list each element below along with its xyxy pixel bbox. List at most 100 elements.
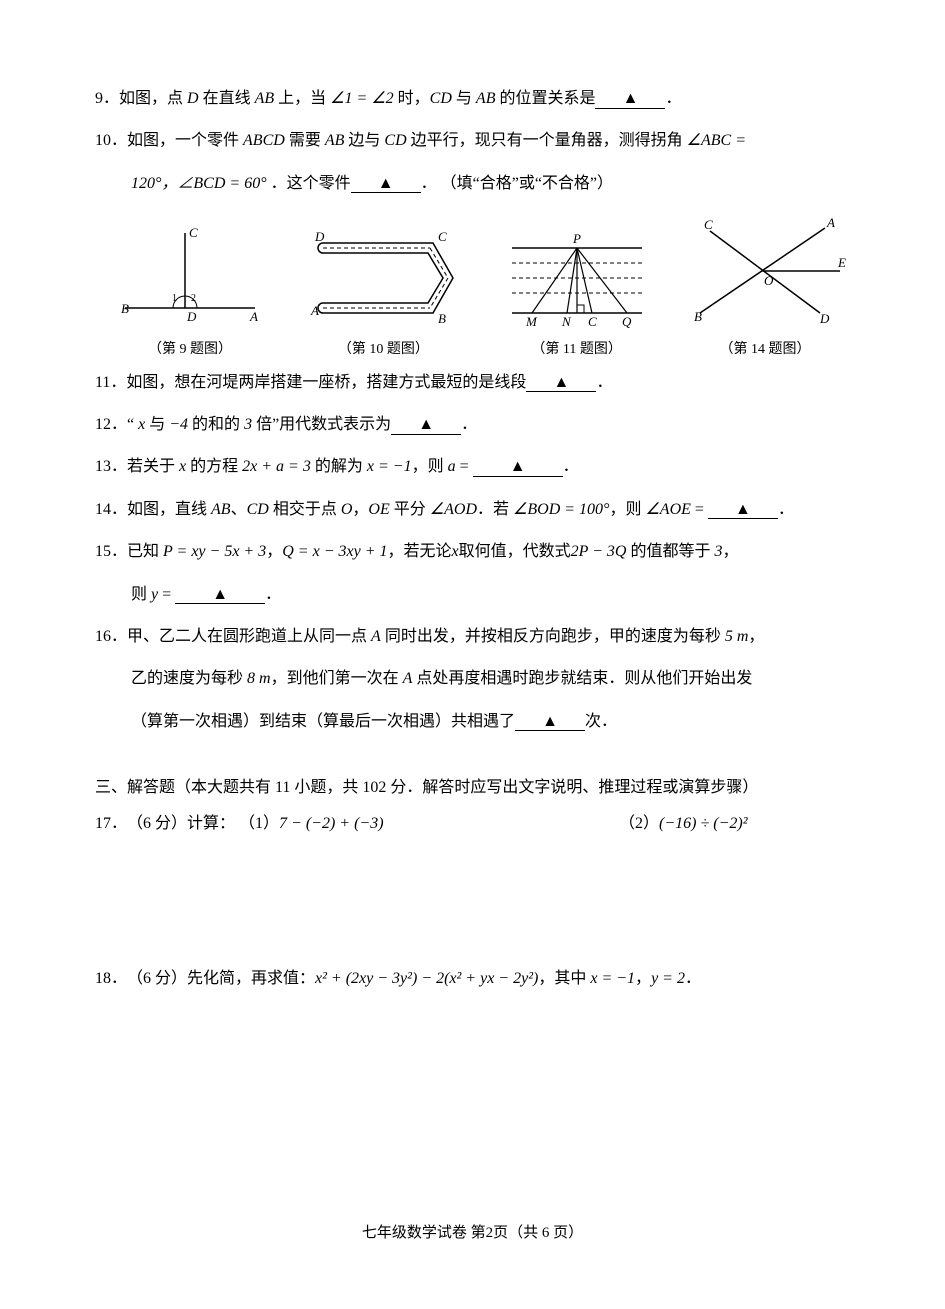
q13-a: a <box>448 458 456 475</box>
q17-p2l: （2） <box>619 815 659 832</box>
q14-AB: AB <box>211 501 231 518</box>
q16-l1c: ， <box>748 628 764 645</box>
q15-ta: 已知 <box>127 543 163 560</box>
q10-t1: 如图，一个零件 <box>127 132 243 149</box>
svg-text:C: C <box>588 314 597 329</box>
question-12: 12．“ x 与 −4 的和的 3 倍”用代数式表示为▲． <box>95 406 850 444</box>
q13-eq1: 2x + a = 3 <box>242 458 311 475</box>
q14-tf: ．若 <box>477 501 513 518</box>
q12-blank: ▲ <box>391 416 461 435</box>
q10-tri: ▲ <box>378 175 394 192</box>
q16-8: 8 m <box>247 670 271 687</box>
q16-A2: A <box>403 670 413 687</box>
q11-tri: ▲ <box>554 374 570 391</box>
question-11: 11．如图，想在河堤两岸搭建一座桥，搭建方式最短的是线段▲． <box>95 364 850 402</box>
q9-tri: ▲ <box>623 90 639 107</box>
q9-blank: ▲ <box>595 90 665 109</box>
q18-tb: ， <box>635 970 651 987</box>
q15-te: 的值都等于 <box>626 543 714 560</box>
q18-ta: ，其中 <box>538 970 590 987</box>
q16-l1b: 同时出发，并按相反方向跑步，甲的速度为每秒 <box>381 628 725 645</box>
svg-text:2: 2 <box>191 293 196 304</box>
q13-tc: 的解为 <box>311 458 367 475</box>
q15-l2a: 则 <box>131 586 151 603</box>
question-13: 13．若关于 x 的方程 2x + a = 3 的解为 x = −1，则 a =… <box>95 448 850 486</box>
q9-AB2: AB <box>476 90 496 107</box>
q16-blank: ▲ <box>515 713 585 732</box>
q17-p2e: (−16) ÷ (−2)² <box>659 815 747 832</box>
q12-p: ． <box>461 416 477 433</box>
svg-text:A: A <box>826 215 835 230</box>
q11-p: ． <box>596 374 612 391</box>
q14-ang1: ∠AOD <box>430 501 477 518</box>
q13-td: ，则 <box>412 458 448 475</box>
q16-l2c: 点处再度相遇时跑步就结束．则从他们开始出发 <box>412 670 752 687</box>
question-15-line2: 则 y = ▲． <box>95 576 850 614</box>
figure-14: A B C D E O （第 14 题图） <box>680 213 850 361</box>
svg-text:M: M <box>525 314 538 329</box>
q14-ang2: ∠BOD = 100° <box>513 501 609 518</box>
q10-ABCD: ABCD <box>243 132 285 149</box>
q10-t2: 需要 <box>285 132 325 149</box>
q15-tf: ， <box>722 543 738 560</box>
figures-row: B A C D 1 2 （第 9 题图） <box>115 213 850 361</box>
q13-blank: ▲ <box>473 458 563 477</box>
q12-num: 12． <box>95 406 127 444</box>
question-18: 18．（6 分）先化简，再求值：x² + (2xy − 3y²) − 2(x² … <box>95 960 850 998</box>
q12-tc: 的和的 <box>188 416 244 433</box>
figure-14-svg: A B C D E O <box>680 213 850 333</box>
q12-3: 3 <box>244 416 252 433</box>
q10-AB: AB <box>325 132 345 149</box>
figure-11-svg: P M N C Q <box>502 223 652 333</box>
q10-blank: ▲ <box>351 175 421 194</box>
q14-num: 14． <box>95 491 127 529</box>
figure-9: B A C D 1 2 （第 9 题图） <box>115 223 265 361</box>
q10-number: 10． <box>95 122 127 160</box>
q10-t4: 边平行，现只有一个量角器，测得拐角 <box>407 132 687 149</box>
caption-9: （第 9 题图） <box>148 339 232 361</box>
q9-eq: ∠1 = ∠2 <box>330 90 393 107</box>
q14-td: ， <box>352 501 368 518</box>
figure-9-svg: B A C D 1 2 <box>115 223 265 333</box>
q12-neg4: −4 <box>169 416 188 433</box>
q16-num: 16． <box>95 618 127 656</box>
page: 9．如图，点 D 在直线 AB 上，当 ∠1 = ∠2 时，CD 与 AB 的位… <box>0 0 945 1309</box>
q13-p: ． <box>563 458 579 475</box>
svg-text:B: B <box>694 309 702 324</box>
q9-t5: 与 <box>452 90 476 107</box>
q15-tri: ▲ <box>212 586 228 603</box>
q18-p: ． <box>685 970 701 987</box>
svg-text:D: D <box>186 309 197 324</box>
q16-5: 5 m <box>725 628 749 645</box>
q16-l2b: ，到他们第一次在 <box>271 670 403 687</box>
q14-OE: OE <box>368 501 389 518</box>
q14-tg: ，则 <box>609 501 645 518</box>
q12-ta: “ <box>127 416 138 433</box>
q15-blank: ▲ <box>175 586 265 605</box>
q12-tri: ▲ <box>418 416 434 433</box>
q16-l1a: 甲、乙二人在圆形跑道上从同一点 <box>127 628 371 645</box>
q18-xv: x = −1 <box>590 970 635 987</box>
q10-l2a: 120°， <box>131 175 177 192</box>
question-10: 10．如图，一个零件 ABCD 需要 AB 边与 CD 边平行，现只有一个量角器… <box>95 122 850 160</box>
q18-yv: y = 2 <box>651 970 685 987</box>
question-17: 17．（6 分）计算： （1）7 − (−2) + (−3) （2）(−16) … <box>95 809 850 839</box>
q16-l2a: 乙的速度为每秒 <box>131 670 247 687</box>
q10-l2c: ． （填“合格”或“不合格”） <box>421 175 613 192</box>
q14-tb: 、 <box>231 501 247 518</box>
svg-text:C: C <box>438 229 447 244</box>
q11-text: 如图，想在河堤两岸搭建一座桥，搭建方式最短的是线段 <box>126 374 526 391</box>
q13-tb: 的方程 <box>186 458 242 475</box>
q14-p: ． <box>778 501 794 518</box>
q14-ta: 如图，直线 <box>127 501 211 518</box>
q9-t2: 在直线 <box>199 90 255 107</box>
svg-text:1: 1 <box>172 293 177 304</box>
q14-O: O <box>341 501 353 518</box>
q15-tc: ，若无论 <box>387 543 451 560</box>
page-footer: 七年级数学试卷 第2页（共 6 页） <box>0 1215 945 1251</box>
q14-ang3: ∠AOE <box>645 501 690 518</box>
svg-text:N: N <box>561 314 572 329</box>
q9-text: 如图，点 <box>119 90 187 107</box>
q15-x: x <box>452 543 459 560</box>
q18-pts: （6 分）先化简，再求值： <box>127 970 315 987</box>
